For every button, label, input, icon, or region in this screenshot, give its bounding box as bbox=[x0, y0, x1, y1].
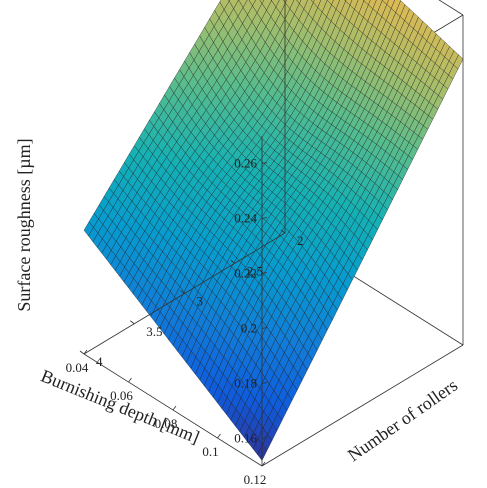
surface-mesh bbox=[83, 0, 464, 461]
x-tick-label: 0.12 bbox=[244, 472, 267, 487]
z-tick-mark bbox=[261, 437, 268, 439]
x-tick-label: 0.1 bbox=[202, 444, 218, 459]
z-tick-label: 0.16 bbox=[234, 431, 257, 446]
y-tick-mark bbox=[180, 290, 185, 294]
z-tick-label: 0.24 bbox=[234, 211, 257, 226]
y-tick-label: 2 bbox=[297, 233, 304, 248]
y-tick-mark bbox=[79, 350, 85, 355]
z-tick-mark bbox=[261, 327, 268, 329]
axis-ticks: 0.16 0.18 0.2 0.22 0.24 0.26 0.04 0.06 0.08 0.1 0.… bbox=[66, 156, 304, 488]
x-tick-label: 0.06 bbox=[110, 388, 133, 403]
x-tick-label: 0.04 bbox=[66, 360, 89, 375]
y-tick-mark bbox=[230, 259, 235, 264]
y-tick-label: 2.5 bbox=[247, 263, 263, 278]
y-tick-mark bbox=[280, 229, 286, 234]
z-axis-label: Surface roughness [µm] bbox=[14, 138, 34, 311]
y-tick-label: 4 bbox=[96, 354, 103, 369]
x-tick-label: 0.08 bbox=[155, 416, 178, 431]
x-tick-mark bbox=[83, 349, 88, 355]
x-tick-mark bbox=[217, 433, 221, 439]
z-tick-mark bbox=[261, 272, 268, 274]
box-edge-back-left bbox=[261, 344, 464, 467]
z-tick-label: 0.22 bbox=[234, 266, 257, 281]
y-tick-label: 3.5 bbox=[146, 324, 162, 339]
x-tick-mark bbox=[172, 405, 177, 411]
z-tick-label: 0.26 bbox=[234, 156, 257, 171]
x-tick-mark bbox=[261, 461, 266, 467]
z-tick-mark bbox=[261, 382, 268, 384]
y-tick-label: 3 bbox=[197, 294, 204, 309]
x-axis-label: Burnishing depth [mm] bbox=[38, 366, 202, 448]
y-axis-label: Number of rollers bbox=[344, 375, 461, 465]
x-tick-mark bbox=[128, 377, 132, 383]
z-tick-mark bbox=[261, 217, 268, 219]
z-tick-label: 0.2 bbox=[241, 321, 257, 336]
z-tick-mark bbox=[261, 162, 268, 164]
z-tick-label: 0.18 bbox=[234, 376, 257, 391]
y-tick-mark bbox=[130, 320, 135, 325]
